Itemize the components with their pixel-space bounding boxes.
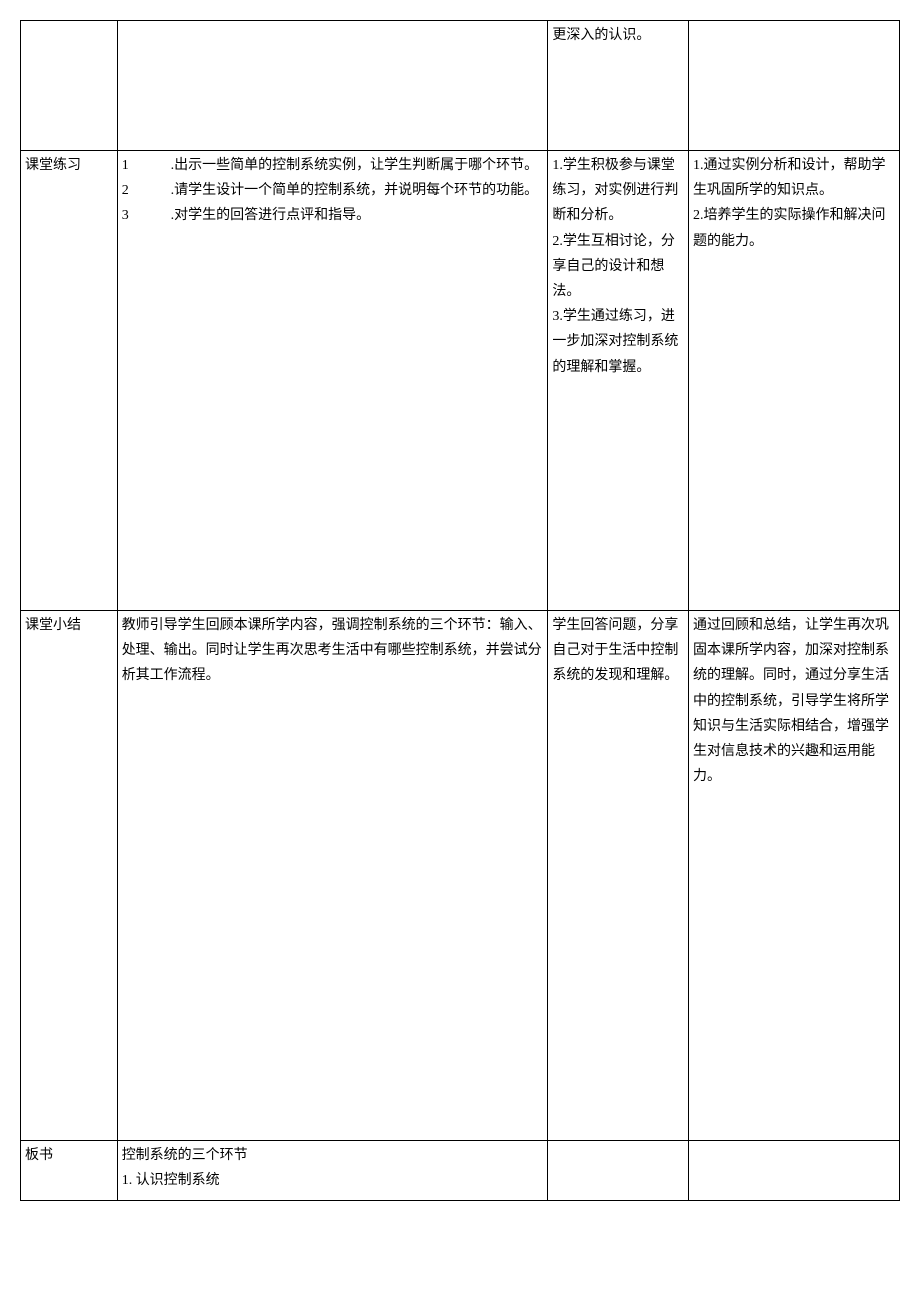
table-row: 课堂练习 1 .出示一些简单的控制系统实例，让学生判断属于哪个环节。2 .请学生… — [21, 151, 900, 611]
row3-col3: 学生回答问题，分享自己对于生活中控制系统的发现和理解。 — [548, 611, 689, 1141]
row1-col1 — [21, 21, 118, 151]
row4-col4 — [689, 1141, 900, 1201]
table-row: 更深入的认识。 — [21, 21, 900, 151]
cell-text: 通过回顾和总结，让学生再次巩固本课所学内容，加深对控制系统的理解。同时，通过分享… — [693, 618, 889, 784]
row3-col1: 课堂小结 — [21, 611, 118, 1141]
row2-col4: 1.通过实例分析和设计，帮助学生巩固所学的知识点。2.培养学生的实际操作和解决问… — [689, 151, 900, 611]
cell-text: 板书 — [25, 1148, 53, 1163]
row4-col2: 控制系统的三个环节1. 认识控制系统 — [117, 1141, 548, 1201]
row2-col1: 课堂练习 — [21, 151, 118, 611]
row1-col3: 更深入的认识。 — [548, 21, 689, 151]
cell-text: 1 .出示一些简单的控制系统实例，让学生判断属于哪个环节。2 .请学生设计一个简… — [122, 158, 539, 223]
cell-text: 1.学生积极参与课堂练习，对实例进行判断和分析。2.学生互相讨论，分享自己的设计… — [552, 158, 678, 375]
row2-col3: 1.学生积极参与课堂练习，对实例进行判断和分析。2.学生互相讨论，分享自己的设计… — [548, 151, 689, 611]
row3-col2: 教师引导学生回顾本课所学内容，强调控制系统的三个环节：输入、处理、输出。同时让学… — [117, 611, 548, 1141]
row1-col2 — [117, 21, 548, 151]
row1-col4 — [689, 21, 900, 151]
cell-text: 1.通过实例分析和设计，帮助学生巩固所学的知识点。2.培养学生的实际操作和解决问… — [693, 158, 886, 249]
row4-col1: 板书 — [21, 1141, 118, 1201]
cell-text: 课堂练习 — [25, 158, 81, 173]
cell-text: 更深入的认识。 — [552, 28, 650, 43]
cell-text: 学生回答问题，分享自己对于生活中控制系统的发现和理解。 — [552, 618, 678, 683]
cell-text: 课堂小结 — [25, 618, 81, 633]
row4-col3 — [548, 1141, 689, 1201]
cell-text: 控制系统的三个环节1. 认识控制系统 — [122, 1148, 248, 1188]
cell-text: 教师引导学生回顾本课所学内容，强调控制系统的三个环节：输入、处理、输出。同时让学… — [122, 618, 542, 683]
table-row: 板书 控制系统的三个环节1. 认识控制系统 — [21, 1141, 900, 1201]
row3-col4: 通过回顾和总结，让学生再次巩固本课所学内容，加深对控制系统的理解。同时，通过分享… — [689, 611, 900, 1141]
table-row: 课堂小结 教师引导学生回顾本课所学内容，强调控制系统的三个环节：输入、处理、输出… — [21, 611, 900, 1141]
row2-col2: 1 .出示一些简单的控制系统实例，让学生判断属于哪个环节。2 .请学生设计一个简… — [117, 151, 548, 611]
lesson-plan-table: 更深入的认识。 课堂练习 1 .出示一些简单的控制系统实例，让学生判断属于哪个环… — [20, 20, 900, 1201]
